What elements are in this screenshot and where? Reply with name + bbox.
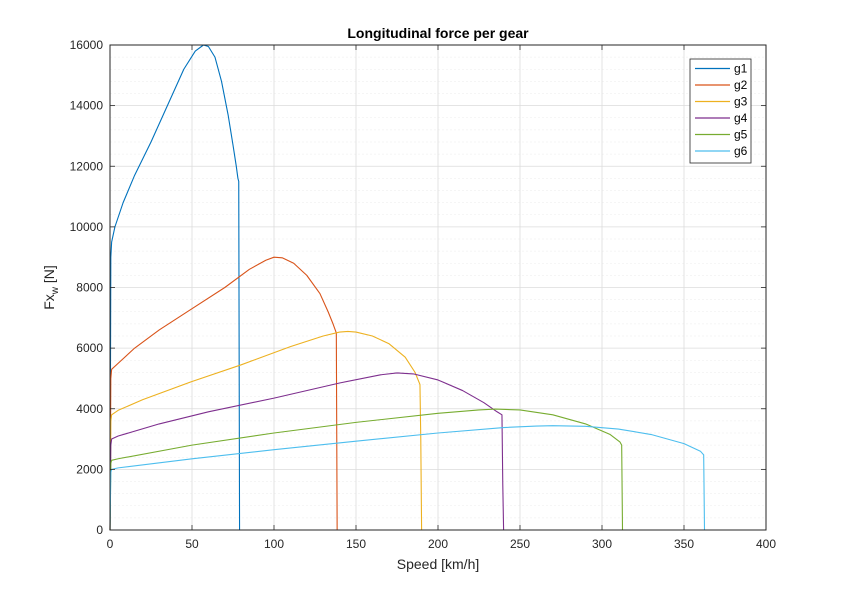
series-line-g3 (109, 330, 504, 531)
axis-ticks: 0 50 100 150 200 250 300 350 4000200040006000800… (70, 38, 777, 551)
x-tick-label: 350 (674, 537, 694, 551)
x-tick-label: 250 (510, 537, 530, 551)
y-axis-label-main: Fx (41, 294, 57, 310)
x-axis-label: Speed [km/h] (397, 556, 480, 572)
y-axis-label-unit: [N] (41, 265, 57, 287)
x-tick-label: 100 (264, 537, 284, 551)
series-line-g6 (109, 425, 706, 531)
y-tick-label: 10000 (70, 220, 104, 234)
series-line-g2 (109, 256, 422, 531)
y-tick-label: 8000 (76, 281, 103, 295)
legend: g1 g2 g3 g4 g5 g6 (689, 58, 752, 164)
y-tick-label: 0 (96, 523, 103, 537)
y-axis-label: Fxw [N] (41, 265, 61, 310)
series-line-g4 (109, 372, 619, 531)
y-tick-label: 2000 (76, 462, 103, 476)
legend-box (689, 58, 752, 164)
legend-label-g2: g2 (734, 78, 748, 92)
x-tick-label: 50 (185, 537, 199, 551)
y-tick-label: 4000 (76, 402, 103, 416)
legend-label-g5: g5 (734, 128, 748, 142)
x-tick-label: 0 (107, 537, 114, 551)
x-tick-label: 300 (592, 537, 612, 551)
chart-title: Longitudinal force per gear (347, 25, 529, 41)
series-line-g1 (109, 44, 766, 531)
legend-label-g1: g1 (734, 62, 748, 76)
y-tick-label: 12000 (70, 159, 104, 173)
x-tick-label: 400 (756, 537, 776, 551)
x-tick-label: 200 (428, 537, 448, 551)
y-tick-label: 6000 (76, 341, 103, 355)
legend-label-g3: g3 (734, 95, 748, 109)
y-axis-label-subscript: w (50, 286, 61, 295)
series-line-g5 (109, 408, 701, 531)
y-tick-label: 16000 (70, 38, 104, 52)
legend-label-g6: g6 (734, 144, 748, 158)
plot-series (109, 44, 766, 531)
y-tick-label: 14000 (70, 99, 104, 113)
x-tick-label: 150 (346, 537, 366, 551)
legend-label-g4: g4 (734, 111, 748, 125)
